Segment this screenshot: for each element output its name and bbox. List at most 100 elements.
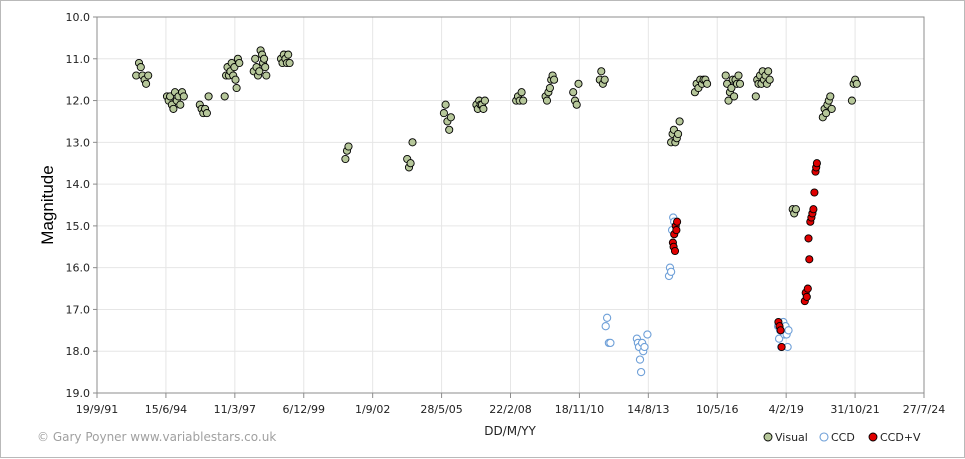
visual-point [674, 129, 683, 139]
legend-label-ccd: CCD [831, 431, 855, 444]
visual-point [545, 83, 554, 93]
visual-point [441, 100, 450, 109]
visual-point [344, 142, 353, 151]
visual-point [826, 92, 835, 101]
visual-point [735, 79, 745, 88]
visual-point [517, 88, 526, 97]
visual-point [144, 71, 153, 80]
y-tick-label: 10.0 [66, 11, 91, 24]
visual-point [235, 58, 244, 68]
x-tick-label: 11/3/97 [214, 403, 256, 416]
visual-point [574, 79, 583, 88]
ccd-point [666, 267, 676, 276]
ccd-point [640, 342, 649, 352]
ccd-v-point [804, 234, 813, 243]
ccd-v-point [810, 188, 819, 197]
visual-point [827, 104, 836, 113]
visual-point [600, 75, 609, 84]
visual-point [751, 92, 760, 101]
visual-point [519, 96, 528, 105]
ccd-point [636, 367, 646, 377]
legend-marker-ccd [819, 432, 829, 442]
credit-text: © Gary Poyner www.variablestars.co.uk [37, 430, 276, 444]
ccd-v-point [803, 284, 812, 293]
visual-point [703, 79, 712, 88]
visual-point [251, 54, 260, 63]
ccd-point [784, 326, 793, 335]
ccd-v-point [777, 342, 786, 352]
visual-point [255, 67, 264, 76]
visual-point [169, 104, 178, 113]
x-tick-label: 14/8/13 [627, 403, 669, 416]
ccd-v-point [776, 326, 785, 335]
x-tick-label: 4/2/19 [768, 403, 803, 416]
visual-point [791, 205, 800, 214]
visual-point [734, 71, 743, 80]
visual-point [261, 63, 270, 72]
visual-point [179, 92, 188, 101]
x-tick-label: 22/2/08 [489, 403, 531, 416]
visual-point [550, 75, 559, 84]
ccd-point [643, 330, 652, 339]
legend: Visual CCD CCD+V [763, 431, 921, 444]
ccd-point [774, 334, 784, 343]
visual-point [220, 92, 229, 101]
visual-point [569, 88, 578, 97]
y-tick-label: 11.0 [66, 53, 91, 66]
x-tick-label: 31/10/21 [830, 403, 879, 416]
y-tick-label: 17.0 [66, 303, 91, 316]
legend-label-visual: Visual [775, 431, 808, 444]
visual-point [479, 104, 488, 113]
visual-point [204, 92, 213, 101]
x-axis-ticks: 19/9/91 15/6/94 11/3/97 6/12/99 1/9/02 28/5/0… [76, 393, 945, 416]
y-tick-label: 15.0 [66, 220, 91, 233]
visual-point [675, 117, 684, 126]
x-tick-label: 1/9/02 [355, 403, 390, 416]
visual-point [341, 154, 350, 164]
visual-point [439, 109, 448, 118]
ccd-point [635, 355, 645, 364]
visual-point [721, 71, 730, 80]
ccd-point [601, 322, 610, 331]
x-tick-label: 19/9/91 [76, 403, 118, 416]
visual-point [597, 67, 606, 76]
ccd-v-point [809, 205, 818, 214]
visual-point [142, 79, 151, 88]
visual-point [176, 100, 185, 109]
visual-point [231, 75, 240, 84]
y-axis-ticks: 10.0 11.0 12.0 13.0 14.0 15.0 16.0 17.0 18.0 19.0 [66, 11, 97, 400]
y-tick-label: 19.0 [66, 387, 91, 400]
ccd-v-point [802, 292, 811, 301]
visual-point [406, 159, 415, 168]
visual-point [202, 109, 211, 118]
ccd-v-point [812, 159, 821, 168]
visual-point [232, 83, 241, 93]
visual-point [262, 71, 271, 80]
y-tick-label: 12.0 [66, 95, 91, 108]
ccd-v-point [673, 217, 682, 226]
data-points [132, 46, 861, 377]
visual-point [284, 50, 293, 59]
y-axis-title: Magnitude [38, 165, 57, 244]
ccd-v-point [672, 226, 681, 235]
visual-point [847, 96, 856, 105]
visual-point [572, 100, 581, 109]
visual-point [724, 96, 733, 105]
visual-point [542, 96, 552, 105]
y-tick-label: 16.0 [66, 262, 91, 275]
legend-marker-ccdv [868, 432, 878, 442]
visual-point [136, 63, 145, 72]
visual-point [260, 54, 269, 63]
legend-label-ccdv: CCD+V [880, 431, 921, 444]
x-tick-label: 27/7/24 [903, 403, 945, 416]
visual-point [764, 67, 773, 76]
legend-marker-visual [763, 432, 773, 442]
y-tick-label: 14.0 [66, 178, 91, 191]
visual-point [480, 96, 489, 105]
visual-point [285, 58, 294, 68]
visual-point [446, 113, 455, 122]
visual-point [765, 75, 774, 84]
ccd-point [602, 313, 612, 322]
